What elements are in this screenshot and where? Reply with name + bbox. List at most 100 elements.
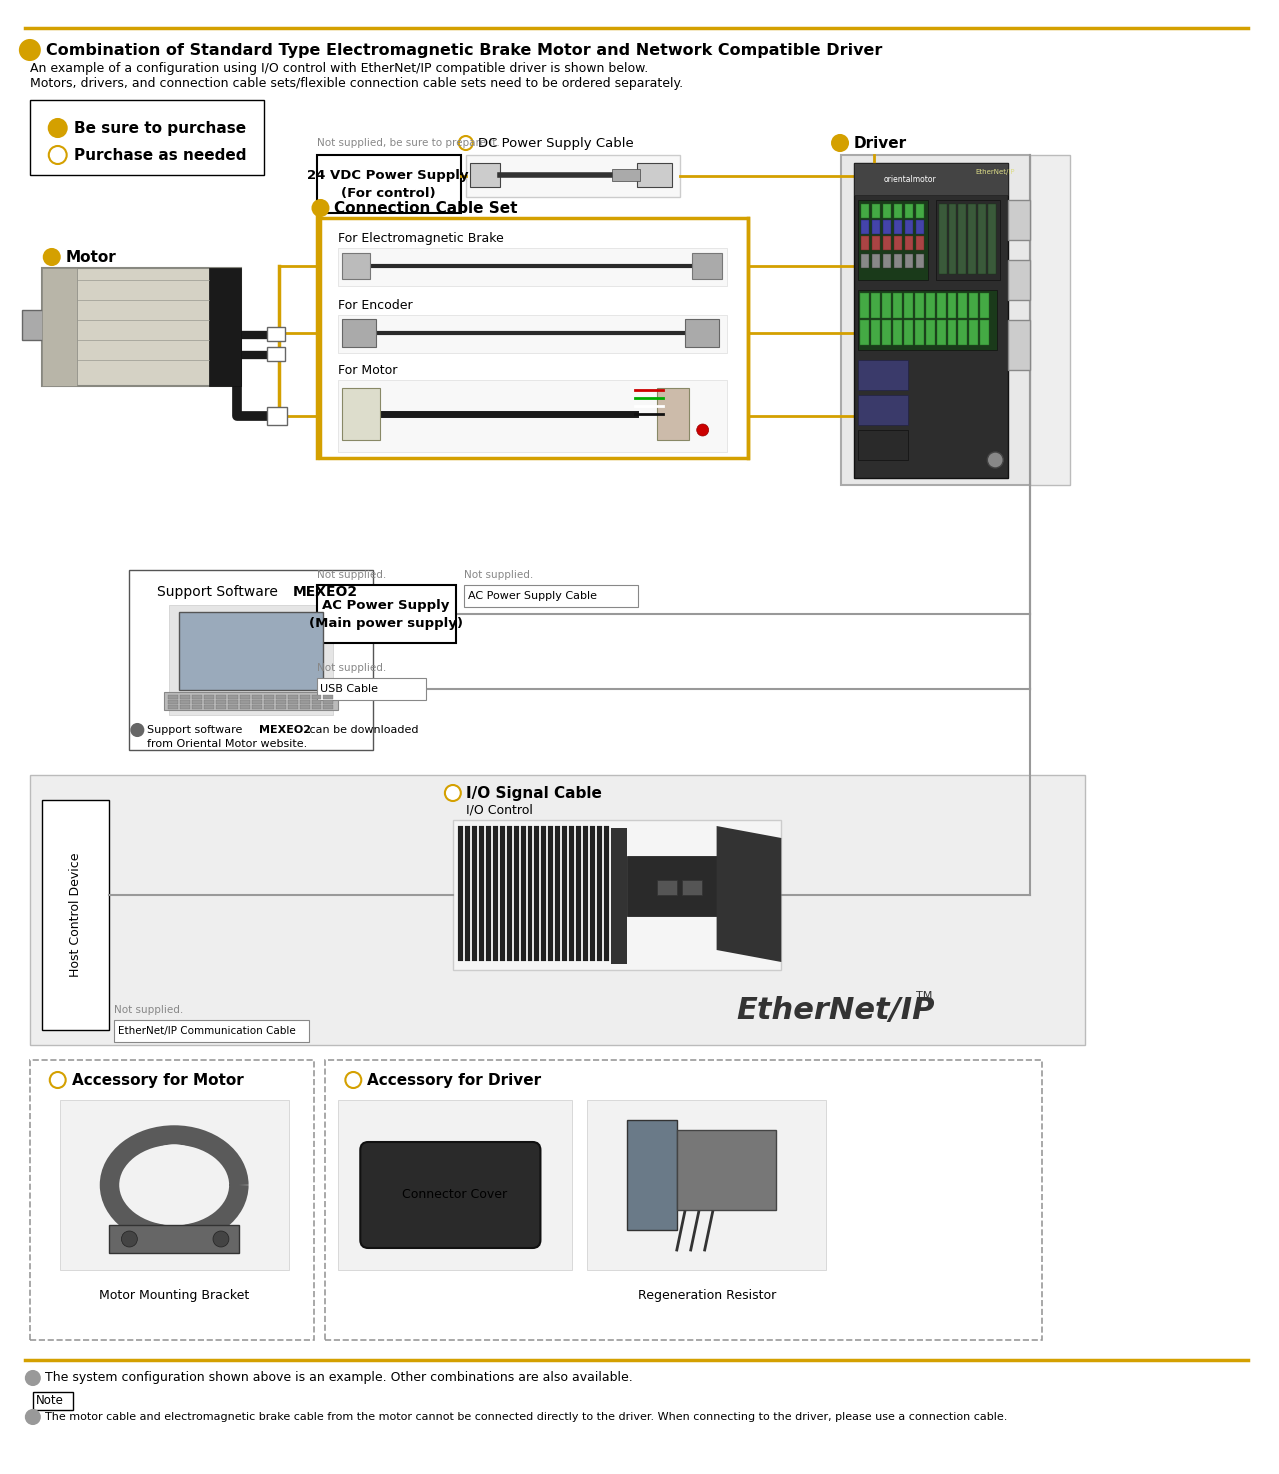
FancyBboxPatch shape xyxy=(936,293,945,318)
FancyBboxPatch shape xyxy=(205,705,214,709)
FancyBboxPatch shape xyxy=(316,155,460,214)
Text: I/O Signal Cable: I/O Signal Cable xyxy=(466,786,601,800)
FancyBboxPatch shape xyxy=(339,315,726,352)
Text: from Oriental Motor website.: from Oriental Motor website. xyxy=(147,738,307,749)
Text: Note: Note xyxy=(36,1394,64,1408)
FancyBboxPatch shape xyxy=(871,293,880,318)
FancyBboxPatch shape xyxy=(228,696,238,699)
FancyBboxPatch shape xyxy=(916,203,923,218)
FancyBboxPatch shape xyxy=(114,1020,308,1042)
FancyBboxPatch shape xyxy=(949,203,957,274)
FancyBboxPatch shape xyxy=(914,320,923,345)
FancyBboxPatch shape xyxy=(339,1100,572,1271)
FancyBboxPatch shape xyxy=(228,705,238,709)
FancyBboxPatch shape xyxy=(216,705,226,709)
FancyBboxPatch shape xyxy=(472,825,477,961)
FancyBboxPatch shape xyxy=(883,203,890,218)
Text: Motors, drivers, and connection cable sets/flexible connection cable sets need t: Motors, drivers, and connection cable se… xyxy=(29,77,683,90)
FancyBboxPatch shape xyxy=(263,696,274,699)
FancyBboxPatch shape xyxy=(894,220,902,234)
FancyBboxPatch shape xyxy=(858,290,998,349)
Circle shape xyxy=(445,786,460,800)
FancyBboxPatch shape xyxy=(989,203,996,274)
FancyBboxPatch shape xyxy=(205,700,214,705)
FancyBboxPatch shape xyxy=(33,1391,73,1411)
FancyBboxPatch shape xyxy=(677,1131,776,1210)
Circle shape xyxy=(49,119,67,137)
FancyBboxPatch shape xyxy=(627,856,716,915)
FancyBboxPatch shape xyxy=(216,696,226,699)
FancyBboxPatch shape xyxy=(549,825,554,961)
FancyBboxPatch shape xyxy=(343,388,380,441)
Circle shape xyxy=(49,146,67,164)
FancyBboxPatch shape xyxy=(914,293,923,318)
FancyBboxPatch shape xyxy=(916,220,923,234)
FancyBboxPatch shape xyxy=(981,320,990,345)
FancyBboxPatch shape xyxy=(858,200,927,280)
Text: Connector Cover: Connector Cover xyxy=(403,1188,508,1201)
FancyBboxPatch shape xyxy=(343,318,376,346)
FancyBboxPatch shape xyxy=(958,203,967,274)
FancyBboxPatch shape xyxy=(872,203,880,218)
FancyBboxPatch shape xyxy=(590,825,595,961)
FancyBboxPatch shape xyxy=(569,825,574,961)
FancyBboxPatch shape xyxy=(872,254,880,268)
Circle shape xyxy=(833,136,848,150)
FancyBboxPatch shape xyxy=(267,407,286,425)
FancyBboxPatch shape xyxy=(22,310,43,340)
FancyBboxPatch shape xyxy=(958,293,967,318)
FancyBboxPatch shape xyxy=(692,254,721,279)
FancyBboxPatch shape xyxy=(506,825,512,961)
FancyBboxPatch shape xyxy=(883,236,890,251)
FancyBboxPatch shape xyxy=(240,696,249,699)
Circle shape xyxy=(122,1231,137,1247)
FancyBboxPatch shape xyxy=(466,155,679,198)
FancyBboxPatch shape xyxy=(343,254,370,279)
FancyBboxPatch shape xyxy=(904,320,913,345)
FancyBboxPatch shape xyxy=(936,320,945,345)
FancyBboxPatch shape xyxy=(563,825,568,961)
FancyBboxPatch shape xyxy=(904,203,913,218)
Polygon shape xyxy=(611,828,627,964)
Text: Be sure to purchase: Be sure to purchase xyxy=(74,121,246,136)
FancyBboxPatch shape xyxy=(604,825,609,961)
FancyBboxPatch shape xyxy=(288,705,298,709)
FancyBboxPatch shape xyxy=(263,700,274,705)
FancyBboxPatch shape xyxy=(299,705,310,709)
FancyBboxPatch shape xyxy=(325,1060,1042,1340)
FancyBboxPatch shape xyxy=(861,220,868,234)
Text: Motor: Motor xyxy=(65,249,116,264)
Text: Not supplied.: Not supplied. xyxy=(316,663,386,674)
FancyBboxPatch shape xyxy=(969,320,978,345)
FancyBboxPatch shape xyxy=(252,696,262,699)
FancyBboxPatch shape xyxy=(854,164,1008,478)
Text: For Motor: For Motor xyxy=(339,364,398,376)
FancyBboxPatch shape xyxy=(904,254,913,268)
FancyBboxPatch shape xyxy=(179,612,324,690)
FancyBboxPatch shape xyxy=(29,100,263,175)
FancyBboxPatch shape xyxy=(129,570,373,750)
FancyBboxPatch shape xyxy=(312,705,321,709)
Text: For Electromagnetic Brake: For Electromagnetic Brake xyxy=(339,231,504,245)
FancyBboxPatch shape xyxy=(535,825,540,961)
FancyBboxPatch shape xyxy=(469,164,500,187)
FancyBboxPatch shape xyxy=(192,700,202,705)
FancyBboxPatch shape xyxy=(854,164,1008,195)
Text: AC Power Supply Cable: AC Power Supply Cable xyxy=(468,591,597,601)
FancyBboxPatch shape xyxy=(894,203,902,218)
FancyBboxPatch shape xyxy=(881,320,890,345)
FancyBboxPatch shape xyxy=(842,155,1030,485)
Text: Purchase as needed: Purchase as needed xyxy=(74,147,246,162)
Text: Not supplied.: Not supplied. xyxy=(114,1005,184,1016)
Circle shape xyxy=(134,1145,214,1225)
Text: Accessory for Driver: Accessory for Driver xyxy=(367,1073,541,1088)
FancyBboxPatch shape xyxy=(958,320,967,345)
FancyBboxPatch shape xyxy=(916,236,923,251)
FancyBboxPatch shape xyxy=(514,825,518,961)
Text: TM: TM xyxy=(916,991,932,1001)
FancyBboxPatch shape xyxy=(180,696,191,699)
FancyBboxPatch shape xyxy=(458,825,463,961)
Circle shape xyxy=(697,425,709,436)
FancyBboxPatch shape xyxy=(312,696,321,699)
FancyBboxPatch shape xyxy=(637,164,671,187)
